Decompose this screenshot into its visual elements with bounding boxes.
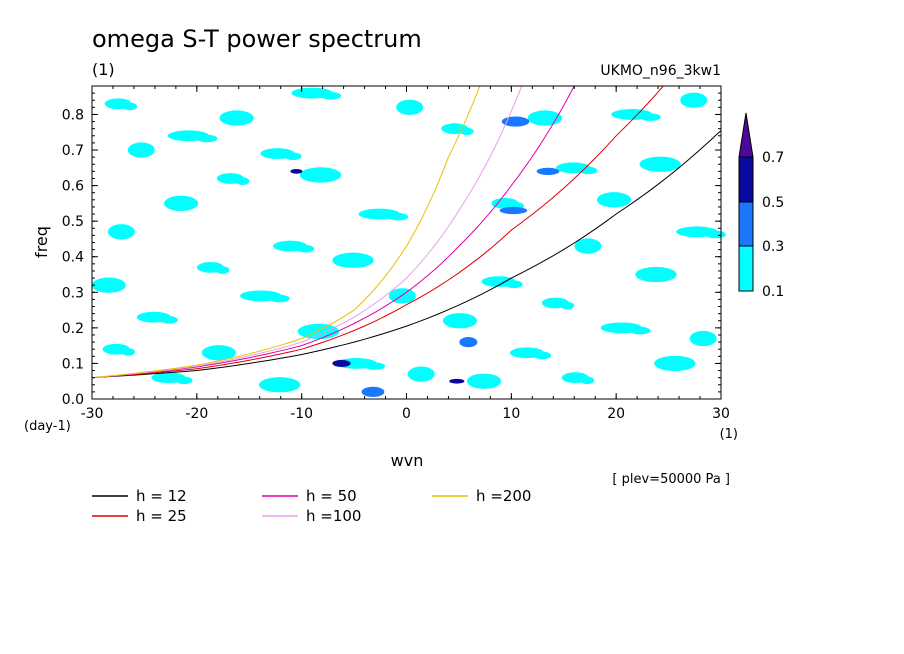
contour-region [560, 301, 575, 310]
contour-region [175, 376, 193, 385]
contour-region [196, 134, 218, 143]
colorbar-band [739, 157, 753, 202]
contour-region [123, 102, 138, 111]
contour-region [640, 113, 661, 121]
legend-label: h = 50 [306, 487, 357, 505]
contour-region [466, 373, 502, 389]
contour-region [235, 177, 250, 185]
contour-region [121, 348, 136, 356]
contour-region [635, 266, 677, 283]
x-units-label: (1) [720, 427, 738, 442]
contour-region [361, 386, 385, 397]
y-tick-label: 0.0 [62, 392, 84, 408]
contour-region [533, 351, 551, 360]
contour-region [107, 224, 135, 240]
colorbar-label: 0.1 [762, 284, 784, 300]
y-tick-label: 0.2 [62, 321, 84, 337]
contour-region [320, 92, 342, 100]
y-tick-label: 0.4 [62, 250, 84, 266]
y-tick-label: 0.8 [62, 107, 84, 123]
legend: h = 12 h = 50 h =200 h = 25 h =100 [92, 487, 531, 525]
contour-region [299, 167, 342, 183]
colorbar-label: 0.7 [762, 150, 784, 166]
colorbar-label: 0.5 [762, 195, 784, 211]
colorbar-band [739, 202, 753, 246]
contour-region [201, 345, 236, 361]
contour-region [442, 313, 478, 329]
contour-region [332, 252, 374, 268]
contour-region [689, 330, 717, 347]
contour-region [449, 378, 465, 384]
contour-region [580, 376, 595, 385]
contour-region [527, 110, 562, 126]
chart-title: omega S-T power spectrum [92, 25, 422, 53]
curve-h12 [91, 130, 722, 379]
contour-region [596, 192, 632, 208]
contour-region [407, 366, 435, 382]
contour-region [269, 294, 290, 303]
x-tick-label: 20 [607, 406, 625, 422]
x-tick-label: 0 [402, 406, 411, 422]
contour-region [574, 238, 602, 254]
curve-h50 [91, 85, 575, 379]
x-tick-label: 30 [712, 406, 730, 422]
contour-region [459, 336, 478, 348]
x-tick-label: -30 [81, 406, 104, 422]
contour-region [290, 168, 303, 174]
contour-region [639, 156, 681, 172]
contour-region [296, 244, 315, 253]
contour-region [505, 280, 523, 289]
y-tick-label: 0.6 [62, 179, 84, 195]
model-label: UKMO_n96_3kw1 [600, 63, 721, 79]
y-tick-label: 0.7 [62, 143, 84, 159]
legend-label: h = 12 [136, 487, 187, 505]
legend-label: h =200 [476, 487, 531, 505]
legend-label: h = 25 [136, 507, 187, 525]
legend-label: h =100 [306, 507, 361, 525]
contour-region [536, 167, 560, 175]
colorbar: 0.1 0.3 0.5 0.7 [738, 112, 784, 300]
colorbar-band [739, 246, 753, 291]
contour-region [160, 316, 178, 324]
y-units-label: (day-1) [24, 419, 71, 434]
contour-region [629, 326, 651, 335]
contour-region [215, 266, 230, 274]
colorbar-label: 0.3 [762, 239, 784, 255]
contour-region [258, 377, 301, 393]
curve-h100 [91, 85, 523, 379]
contour-region [705, 230, 726, 239]
y-axis-label: freq [32, 226, 51, 258]
axes: -30 -20 -10 0 10 20 30 0.0 0.1 0.2 0.3 0.4 0.5 0.6 0.7… [62, 86, 730, 422]
colorbar-arrow [739, 113, 753, 157]
x-tick-label: -20 [185, 406, 208, 422]
contour-region [127, 142, 155, 158]
contour-region [680, 92, 708, 108]
y-tick-label: 0.1 [62, 356, 84, 372]
x-tick-label: -10 [290, 406, 313, 422]
contour-region [396, 99, 424, 115]
contour-region [219, 110, 254, 126]
contour-region [501, 116, 530, 127]
contour-region [460, 127, 474, 136]
contour-region [91, 277, 126, 293]
contour-field [91, 87, 726, 397]
curve-h25 [91, 85, 664, 379]
dispersion-curves [91, 85, 722, 379]
contour-region [364, 362, 386, 370]
x-axis-label: wvn [391, 451, 424, 470]
contour-region [164, 195, 199, 212]
contour-region [654, 355, 696, 372]
y-tick-label: 0.5 [62, 214, 84, 230]
curve-h200 [91, 85, 481, 379]
y-tick-label: 0.3 [62, 285, 84, 301]
contour-region [297, 323, 340, 340]
units-label: (1) [92, 60, 115, 79]
level-note: [ plev=50000 Pa ] [612, 472, 730, 487]
contour-region [284, 152, 302, 161]
contour-region [499, 206, 528, 215]
contour-region [387, 212, 409, 221]
x-tick-label: 10 [502, 406, 520, 422]
contour-region [332, 360, 351, 367]
